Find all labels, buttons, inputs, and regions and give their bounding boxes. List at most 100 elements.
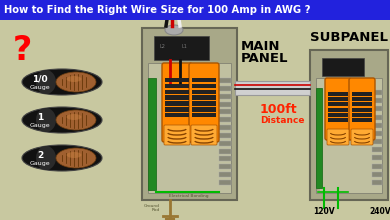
Bar [310,50,388,200]
Text: MAIN
PANEL: MAIN PANEL [241,40,289,66]
Bar [372,156,382,160]
Text: 100ft: 100ft [260,103,298,116]
Ellipse shape [56,110,96,130]
Ellipse shape [22,69,102,95]
Bar [219,109,231,114]
FancyBboxPatch shape [351,129,373,145]
Bar [352,118,372,122]
Bar [372,131,382,136]
Ellipse shape [165,25,183,35]
Bar [372,106,382,111]
Bar [219,86,231,91]
Bar [192,78,216,82]
Bar [316,78,382,193]
Bar [372,147,382,152]
Bar [219,133,231,138]
Ellipse shape [36,70,56,94]
Bar [372,180,382,185]
Bar [0,0,390,20]
Text: L2: L2 [163,7,169,12]
Bar [165,84,189,88]
Text: 120V: 120V [313,207,335,216]
Text: Ground
Rod: Ground Rod [144,204,160,212]
Bar [352,92,372,96]
Bar [352,113,372,117]
Bar [142,28,237,200]
Bar [192,107,216,112]
Bar [352,108,372,112]
Ellipse shape [56,148,96,168]
Bar [372,164,382,169]
Bar [165,101,189,106]
Bar [192,113,216,117]
Text: N: N [178,7,182,12]
Bar [322,58,364,76]
Bar [165,107,189,112]
Ellipse shape [56,72,96,92]
Ellipse shape [36,108,56,132]
Text: Gauge: Gauge [30,161,50,167]
FancyBboxPatch shape [189,63,219,142]
Ellipse shape [22,145,102,171]
Text: 1/0: 1/0 [32,75,48,84]
Bar [192,95,216,100]
Bar [148,78,156,190]
Bar [352,102,372,106]
Bar [328,92,348,96]
Bar [148,63,231,193]
Bar [219,180,231,185]
Bar [192,101,216,106]
Ellipse shape [67,114,82,120]
Bar [219,117,231,122]
Bar [316,88,322,188]
FancyBboxPatch shape [164,125,190,145]
Bar [219,141,231,146]
Bar [372,98,382,103]
Text: L1: L1 [181,44,187,49]
FancyBboxPatch shape [191,125,217,145]
Bar [219,156,231,161]
Bar [219,149,231,154]
Ellipse shape [36,146,56,170]
FancyBboxPatch shape [327,129,349,145]
Text: L2: L2 [159,44,165,49]
Ellipse shape [22,107,102,133]
Text: Gauge: Gauge [30,123,50,128]
Bar [328,118,348,122]
Bar [219,78,231,83]
Bar [165,95,189,100]
Text: ?: ? [12,33,32,66]
Text: 240V: 240V [369,207,390,216]
FancyBboxPatch shape [325,78,351,140]
Text: L1: L1 [169,7,175,12]
Bar [328,108,348,112]
Bar [352,97,372,101]
Text: 2: 2 [37,150,43,160]
Text: SUBPANEL: SUBPANEL [310,31,388,44]
FancyBboxPatch shape [349,78,375,140]
Text: Electrical Bonding: Electrical Bonding [169,194,209,198]
Bar [192,90,216,94]
Text: Distance: Distance [260,116,305,125]
Bar [165,113,189,117]
Bar [372,115,382,119]
Bar [372,139,382,144]
Bar [165,78,189,82]
Text: 1: 1 [37,112,43,121]
Text: How to Find the Right Wire Size for 100 Amp in AWG ?: How to Find the Right Wire Size for 100 … [4,5,310,15]
Bar [328,97,348,101]
Ellipse shape [67,76,82,82]
Bar [165,90,189,94]
Bar [328,113,348,117]
Text: Gauge: Gauge [30,86,50,90]
Bar [154,36,209,60]
Bar [219,164,231,169]
Text: WWW.ELECTRICALTECHNOLOGY.ORG: WWW.ELECTRICALTECHNOLOGY.ORG [150,125,154,190]
Bar [372,90,382,95]
Bar [219,125,231,130]
Bar [372,123,382,128]
Bar [372,172,382,177]
Bar [219,102,231,106]
Bar [192,84,216,88]
Bar [219,94,231,99]
